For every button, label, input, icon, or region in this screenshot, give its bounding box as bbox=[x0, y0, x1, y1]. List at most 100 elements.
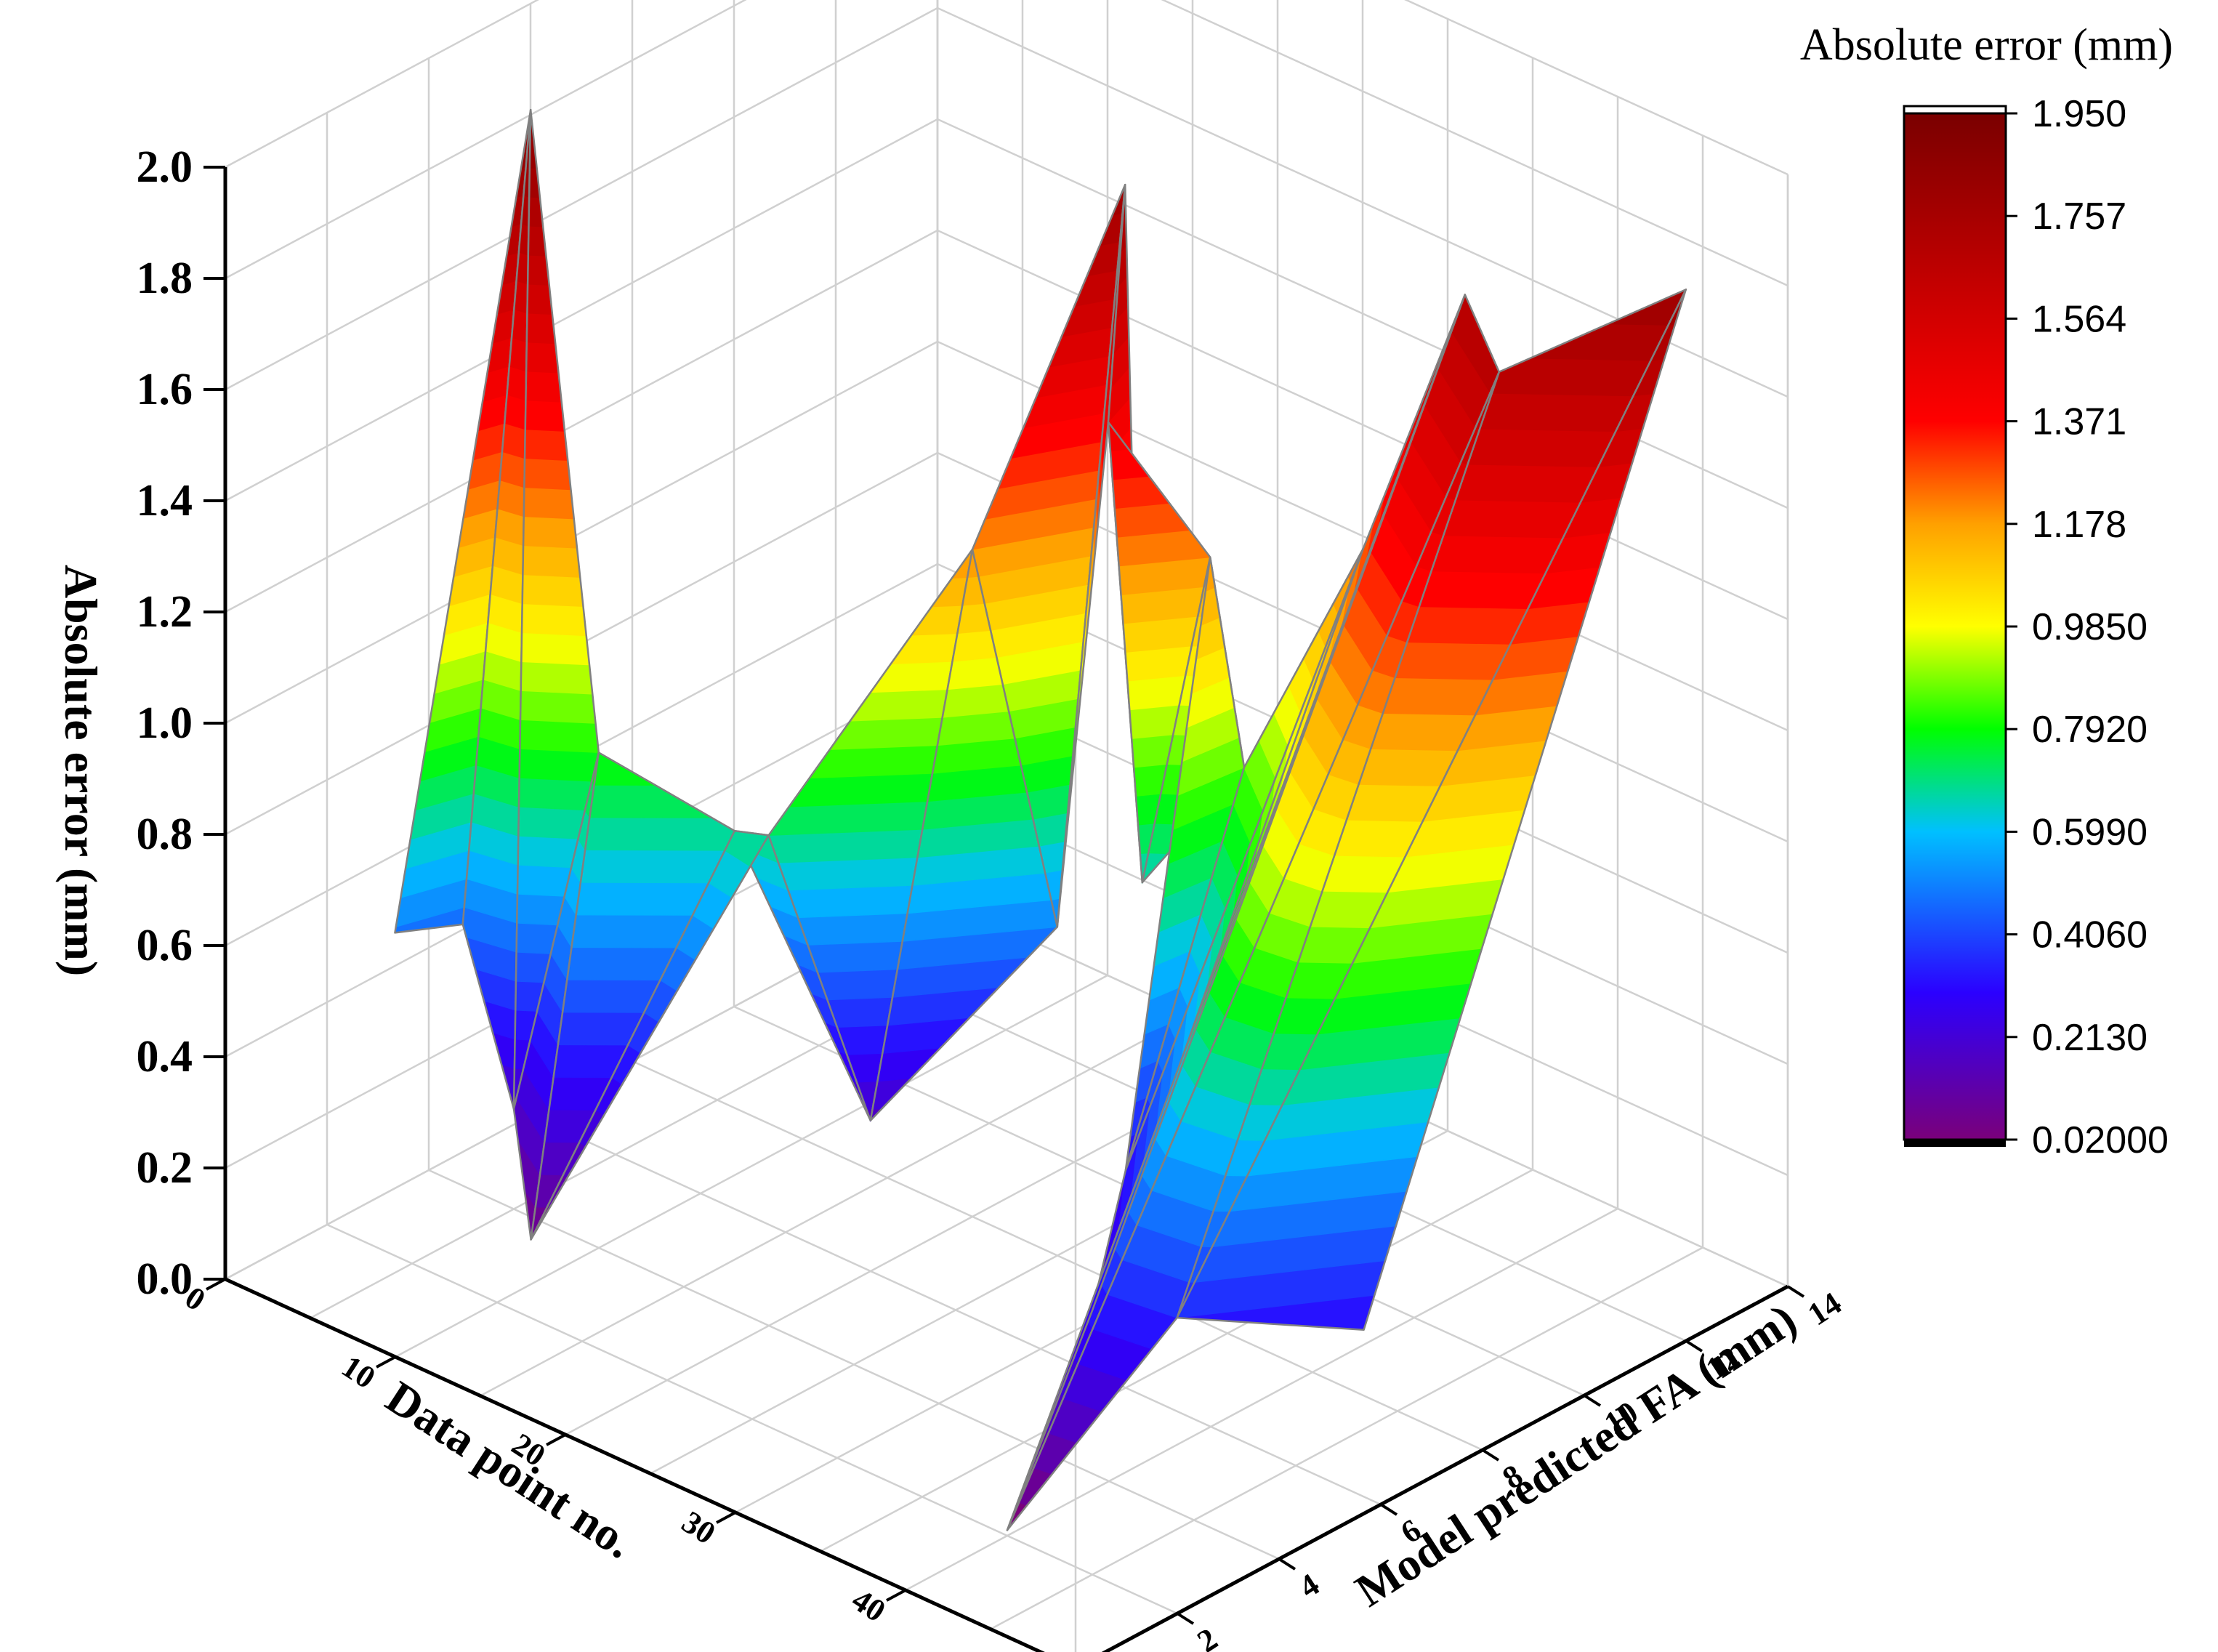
x-floor-gridline bbox=[905, 1207, 1618, 1592]
colorbar-tick-label: 0.7920 bbox=[2032, 709, 2148, 751]
surface-band bbox=[910, 605, 964, 636]
colorbar: Absolute error (mm) 1.950 1.757 1.564 1.371… bbox=[1800, 20, 2173, 1161]
x-tick-mark bbox=[376, 1355, 396, 1369]
y-axis-title: Model predicted FA (mm) bbox=[1347, 1294, 1805, 1617]
z-tick-label: 1.6 bbox=[137, 365, 193, 414]
surface-band bbox=[523, 457, 572, 491]
z-tick-label: 1.4 bbox=[137, 476, 193, 525]
z-tick-label: 0.0 bbox=[137, 1254, 193, 1304]
surface-band bbox=[787, 885, 914, 919]
surface-band bbox=[520, 632, 590, 666]
z-tick-label: 0.4 bbox=[137, 1032, 193, 1081]
surface-band bbox=[519, 748, 600, 782]
colorbar-title: Absolute error (mm) bbox=[1800, 20, 2173, 70]
surface-band bbox=[525, 400, 565, 432]
surface-band bbox=[580, 849, 726, 884]
x-axis-title: Data point no. bbox=[377, 1371, 642, 1568]
surface-mesh-edge bbox=[530, 829, 770, 1241]
z-tick-label: 0.6 bbox=[137, 921, 193, 970]
colorbar-tick-label: 1.757 bbox=[2032, 196, 2126, 238]
surface-band bbox=[589, 784, 714, 818]
surface-band bbox=[525, 342, 560, 374]
x-axis-line bbox=[224, 1277, 1045, 1652]
surface-band bbox=[807, 940, 903, 973]
surface-band bbox=[584, 817, 735, 851]
surface-band bbox=[566, 946, 677, 981]
x-floor-gridline bbox=[820, 1169, 1533, 1552]
surface-band bbox=[517, 806, 586, 839]
surface-band bbox=[1382, 677, 1494, 716]
surface-band bbox=[520, 690, 597, 724]
surface-mesh-edge bbox=[1091, 547, 1364, 1313]
surface-band bbox=[504, 394, 527, 430]
surface-band bbox=[570, 914, 693, 948]
y-tick-mark bbox=[1583, 1394, 1602, 1407]
x-tick-mark bbox=[716, 1511, 736, 1524]
colorbar-tick-label: 0.4060 bbox=[2032, 914, 2148, 956]
x-axis-ticks: 01020304050 bbox=[179, 1278, 906, 1629]
surface-band bbox=[871, 1077, 913, 1110]
surface-band bbox=[506, 366, 527, 401]
colorbar-tick-label: 0.9850 bbox=[2032, 606, 2148, 648]
surface-band bbox=[1443, 499, 1581, 539]
surface-band bbox=[525, 371, 562, 403]
surface-band bbox=[520, 661, 593, 695]
z-tick-label: 1.2 bbox=[137, 587, 193, 637]
x-floor-gridline bbox=[990, 1246, 1703, 1630]
y-tick-mark bbox=[1176, 1612, 1195, 1625]
surface-band bbox=[523, 515, 578, 549]
z-tick-label: 1.0 bbox=[137, 698, 193, 748]
surface-face bbox=[1176, 289, 1687, 1331]
surface-face bbox=[394, 108, 532, 934]
colorbar-tick-label: 1.178 bbox=[2032, 504, 2126, 546]
surface-band bbox=[828, 717, 943, 750]
z-axis-title: Absolute error (mm) bbox=[55, 565, 107, 976]
surface-band bbox=[1406, 605, 1529, 645]
colorbar-tick-label: 0.2130 bbox=[2032, 1017, 2148, 1059]
surface-face bbox=[1006, 371, 1501, 1531]
surface-face bbox=[512, 752, 600, 1241]
z-gridline bbox=[225, 0, 1788, 176]
surface-face bbox=[530, 829, 770, 1241]
y-axis-line bbox=[1101, 1284, 1789, 1652]
colorbar-bottom-cap bbox=[1904, 1140, 2006, 1147]
surface-band bbox=[517, 864, 572, 897]
x-tick-mark bbox=[886, 1589, 906, 1602]
z-axis-ticks: 0.0 0.2 0.4 0.6 0.8 1.0 1.2 1.4 1.6 1.8 2.0 bbox=[137, 142, 225, 1304]
surface-band bbox=[1418, 571, 1546, 610]
colorbar-tick-label: 0.5990 bbox=[2032, 811, 2148, 853]
colorbar-tick-label: 0.02000 bbox=[2032, 1119, 2169, 1161]
y-tick-mark bbox=[1786, 1285, 1805, 1298]
colorbar-tick-label: 1.371 bbox=[2032, 401, 2126, 443]
surface-band bbox=[946, 656, 1004, 690]
surface-band bbox=[1394, 641, 1512, 680]
surface-mesh-edge bbox=[1006, 294, 1467, 1531]
colorbar-bar bbox=[1903, 112, 2007, 1141]
x-tick-label: 30 bbox=[676, 1504, 722, 1551]
colorbar-tick-label: 1.564 bbox=[2032, 298, 2126, 340]
surface-band bbox=[522, 544, 581, 578]
surface-band bbox=[523, 486, 575, 520]
z-tick-label: 0.8 bbox=[137, 810, 193, 859]
x-floor-gridline bbox=[1103, 1285, 1788, 1652]
surface-face bbox=[1107, 420, 1211, 884]
surface-band bbox=[517, 835, 579, 869]
surface-mesh-edge bbox=[1006, 371, 1501, 1531]
surface-face bbox=[461, 108, 532, 1111]
z-gridline bbox=[225, 0, 1788, 287]
colorbar-tick-label: 1.950 bbox=[2032, 93, 2126, 135]
surface-band bbox=[817, 969, 898, 1001]
surface-band bbox=[1454, 464, 1600, 503]
x-tick-label: 10 bbox=[336, 1348, 382, 1395]
x-tick-label: 40 bbox=[846, 1582, 892, 1629]
surface-face bbox=[1124, 547, 1364, 1172]
surface-face bbox=[869, 548, 1059, 1122]
surface-face bbox=[1124, 556, 1246, 1172]
z-tick-label: 1.8 bbox=[137, 254, 193, 303]
y-tick-label: 2 bbox=[1191, 1621, 1224, 1652]
surface-band bbox=[1530, 323, 1669, 361]
surface-face bbox=[1091, 547, 1364, 1313]
y-tick-mark bbox=[1685, 1339, 1703, 1353]
surface-band bbox=[1467, 428, 1617, 467]
